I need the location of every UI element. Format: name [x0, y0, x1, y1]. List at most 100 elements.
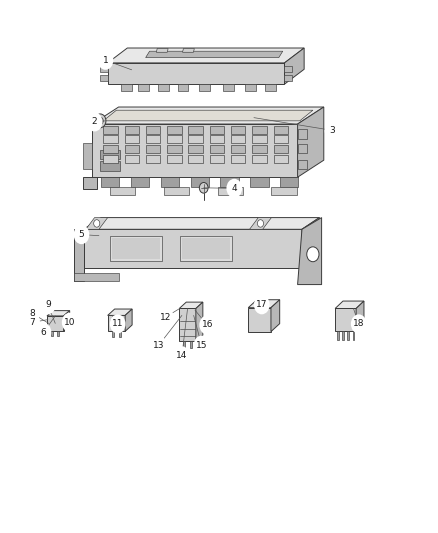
Polygon shape	[124, 135, 139, 143]
Text: 10: 10	[64, 318, 75, 327]
Text: 1: 1	[102, 56, 108, 64]
Text: 17: 17	[256, 300, 268, 309]
Polygon shape	[223, 84, 234, 91]
Text: 15: 15	[196, 341, 207, 350]
Polygon shape	[188, 135, 203, 143]
Polygon shape	[92, 124, 297, 177]
Text: 2: 2	[92, 117, 97, 126]
Circle shape	[74, 225, 89, 244]
Circle shape	[87, 112, 102, 132]
Text: 6: 6	[41, 328, 46, 337]
Polygon shape	[335, 301, 364, 309]
Polygon shape	[74, 273, 119, 281]
Polygon shape	[84, 229, 302, 268]
Circle shape	[35, 323, 51, 342]
Circle shape	[174, 346, 190, 366]
Polygon shape	[57, 331, 59, 336]
Polygon shape	[179, 302, 203, 309]
Polygon shape	[47, 311, 70, 316]
Polygon shape	[274, 156, 288, 163]
Polygon shape	[167, 126, 182, 134]
Polygon shape	[272, 187, 297, 195]
Polygon shape	[100, 161, 120, 171]
Polygon shape	[271, 300, 280, 332]
Polygon shape	[119, 332, 121, 337]
Polygon shape	[188, 156, 203, 163]
Polygon shape	[74, 229, 84, 281]
Polygon shape	[218, 187, 243, 195]
Circle shape	[199, 182, 208, 193]
Polygon shape	[231, 126, 245, 134]
Polygon shape	[177, 84, 188, 91]
Polygon shape	[183, 342, 185, 348]
Polygon shape	[112, 238, 160, 259]
Polygon shape	[47, 316, 64, 331]
Polygon shape	[274, 135, 288, 143]
Polygon shape	[121, 84, 132, 91]
Circle shape	[94, 220, 100, 227]
Polygon shape	[297, 160, 307, 169]
Polygon shape	[124, 126, 139, 134]
Polygon shape	[297, 107, 324, 177]
Polygon shape	[138, 84, 149, 91]
Circle shape	[226, 179, 242, 198]
Text: 13: 13	[153, 341, 165, 350]
Text: 5: 5	[78, 230, 85, 239]
Text: 3: 3	[330, 126, 336, 135]
Polygon shape	[146, 135, 160, 143]
Polygon shape	[274, 126, 288, 134]
Polygon shape	[112, 332, 114, 337]
Polygon shape	[210, 135, 224, 143]
Polygon shape	[64, 311, 70, 331]
Polygon shape	[180, 236, 232, 261]
Polygon shape	[183, 49, 194, 52]
Polygon shape	[252, 126, 267, 134]
Circle shape	[95, 114, 106, 128]
Polygon shape	[110, 187, 135, 195]
Polygon shape	[103, 126, 118, 134]
Circle shape	[199, 316, 215, 335]
Polygon shape	[167, 156, 182, 163]
Circle shape	[24, 313, 40, 332]
Polygon shape	[231, 156, 245, 163]
Polygon shape	[347, 331, 349, 341]
Polygon shape	[167, 146, 182, 153]
Text: 14: 14	[176, 351, 187, 360]
Polygon shape	[188, 126, 203, 134]
Polygon shape	[342, 331, 344, 341]
Polygon shape	[103, 146, 118, 153]
Polygon shape	[190, 342, 192, 348]
Circle shape	[24, 304, 40, 323]
Polygon shape	[297, 144, 307, 154]
Polygon shape	[252, 146, 267, 153]
Polygon shape	[125, 309, 132, 332]
Polygon shape	[86, 217, 108, 229]
Circle shape	[98, 51, 113, 70]
Text: 16: 16	[201, 320, 213, 329]
Polygon shape	[353, 331, 354, 341]
Polygon shape	[100, 75, 108, 82]
Circle shape	[258, 220, 264, 227]
Polygon shape	[124, 156, 139, 163]
Polygon shape	[297, 130, 307, 139]
Polygon shape	[356, 301, 364, 331]
Polygon shape	[191, 177, 209, 187]
Polygon shape	[210, 146, 224, 153]
Polygon shape	[280, 177, 298, 187]
Polygon shape	[182, 238, 230, 259]
Text: 8: 8	[29, 309, 35, 318]
Polygon shape	[108, 309, 132, 316]
Circle shape	[351, 314, 367, 334]
Polygon shape	[335, 309, 356, 331]
Polygon shape	[220, 177, 239, 187]
Circle shape	[325, 121, 340, 140]
Polygon shape	[265, 84, 276, 91]
Polygon shape	[161, 177, 179, 187]
Circle shape	[158, 308, 173, 327]
Polygon shape	[103, 156, 118, 163]
Polygon shape	[146, 156, 160, 163]
Polygon shape	[250, 177, 268, 187]
Polygon shape	[124, 146, 139, 153]
Circle shape	[97, 117, 103, 125]
Polygon shape	[83, 177, 97, 189]
